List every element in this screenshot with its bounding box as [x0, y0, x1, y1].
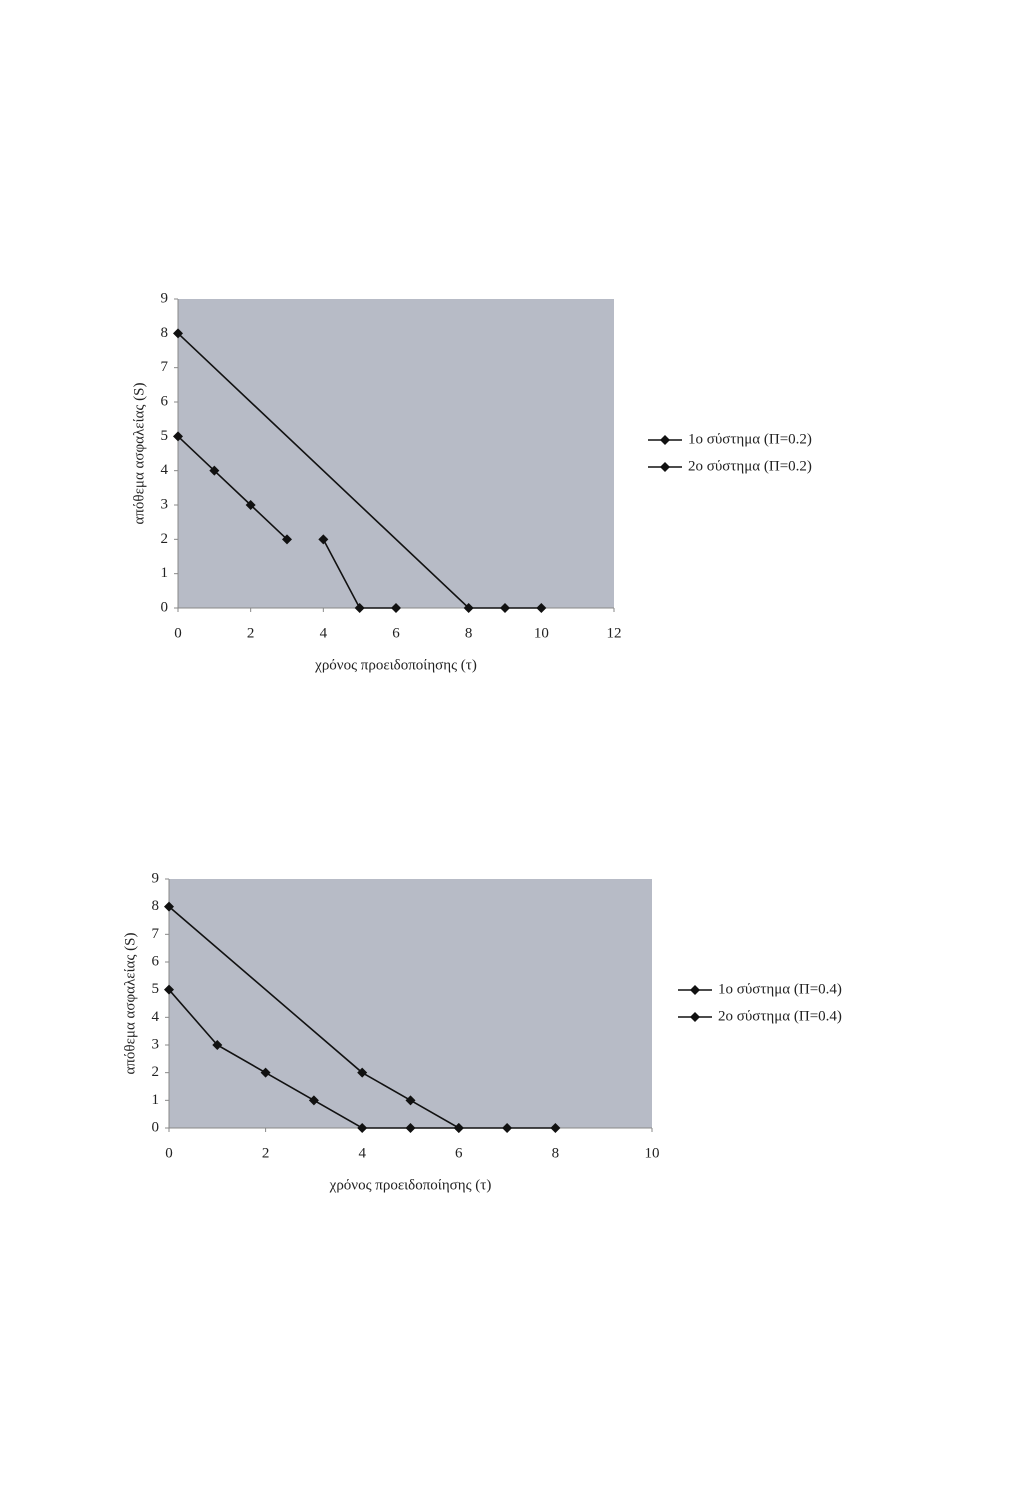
data-point — [318, 534, 329, 545]
x-tick-label: 2 — [247, 625, 255, 641]
data-point — [453, 1123, 464, 1133]
x-axis-label: χρόνος προειδοποίησης (τ) — [314, 657, 477, 673]
data-point — [502, 1123, 513, 1133]
y-axis-label: απόθεμα ασφαλείας (S) — [131, 382, 147, 524]
legend-label: 1ο σύστημα (Π=0.2) — [688, 431, 812, 447]
legend-label: 2ο σύστημα (Π=0.4) — [718, 1008, 842, 1024]
legend-marker — [660, 435, 670, 445]
plot-area — [178, 299, 614, 608]
y-tick-label: 1 — [152, 1092, 160, 1108]
legend-marker — [690, 1012, 700, 1022]
x-tick-label: 8 — [465, 625, 473, 641]
data-point — [357, 1123, 368, 1133]
plot-area — [169, 879, 652, 1128]
y-tick-label: 9 — [161, 290, 169, 306]
data-point — [405, 1123, 416, 1133]
data-point — [173, 431, 183, 442]
legend-marker — [690, 985, 700, 995]
x-tick-label: 6 — [455, 1145, 463, 1161]
y-tick-label: 0 — [152, 1119, 160, 1135]
y-tick-label: 4 — [152, 1009, 160, 1025]
y-axis-label: απόθεμα ασφαλείας (S) — [122, 932, 138, 1074]
y-tick-label: 6 — [161, 393, 169, 409]
y-tick-label: 5 — [161, 428, 169, 444]
y-tick-label: 3 — [161, 496, 169, 512]
y-tick-label: 7 — [152, 926, 160, 942]
data-point — [245, 500, 256, 510]
x-tick-label: 4 — [358, 1145, 366, 1161]
data-point — [212, 1040, 223, 1050]
x-tick-label: 12 — [607, 625, 622, 641]
x-axis-label: χρόνος προειδοποίησης (τ) — [329, 1177, 492, 1193]
x-tick-label: 10 — [645, 1145, 660, 1161]
legend-marker — [660, 462, 670, 472]
data-point — [463, 603, 474, 613]
data-point — [164, 984, 174, 995]
y-tick-label: 4 — [161, 462, 169, 478]
data-point — [282, 534, 292, 545]
y-tick-label: 7 — [161, 359, 169, 375]
data-point — [405, 1095, 416, 1106]
x-tick-label: 0 — [174, 625, 182, 641]
y-tick-label: 8 — [152, 898, 160, 914]
legend-label: 1ο σύστημα (Π=0.4) — [718, 981, 842, 997]
x-tick-label: 8 — [552, 1145, 560, 1161]
y-tick-label: 0 — [161, 599, 169, 615]
data-point — [500, 603, 510, 613]
data-point — [173, 328, 183, 339]
data-point — [391, 603, 401, 613]
x-tick-label: 2 — [262, 1145, 270, 1161]
y-tick-label: 1 — [161, 565, 169, 581]
series-line — [168, 906, 556, 1129]
data-point — [260, 1067, 271, 1078]
data-point — [550, 1123, 561, 1133]
x-tick-label: 0 — [165, 1145, 173, 1161]
data-point — [164, 901, 174, 912]
data-point — [354, 603, 365, 613]
y-tick-label: 9 — [152, 870, 160, 886]
y-tick-label: 8 — [161, 325, 169, 341]
data-point — [357, 1067, 368, 1078]
x-tick-label: 10 — [534, 625, 549, 641]
data-point — [308, 1095, 319, 1106]
y-tick-label: 3 — [152, 1036, 160, 1052]
y-tick-label: 2 — [152, 1064, 160, 1080]
x-tick-label: 6 — [392, 625, 400, 641]
series-line — [177, 332, 542, 609]
y-tick-label: 2 — [161, 531, 169, 547]
x-tick-label: 4 — [320, 625, 328, 641]
data-point — [209, 465, 220, 476]
data-point — [536, 603, 547, 613]
y-tick-label: 5 — [152, 981, 160, 997]
y-tick-label: 6 — [152, 953, 160, 969]
legend-label: 2ο σύστημα (Π=0.2) — [688, 458, 812, 474]
